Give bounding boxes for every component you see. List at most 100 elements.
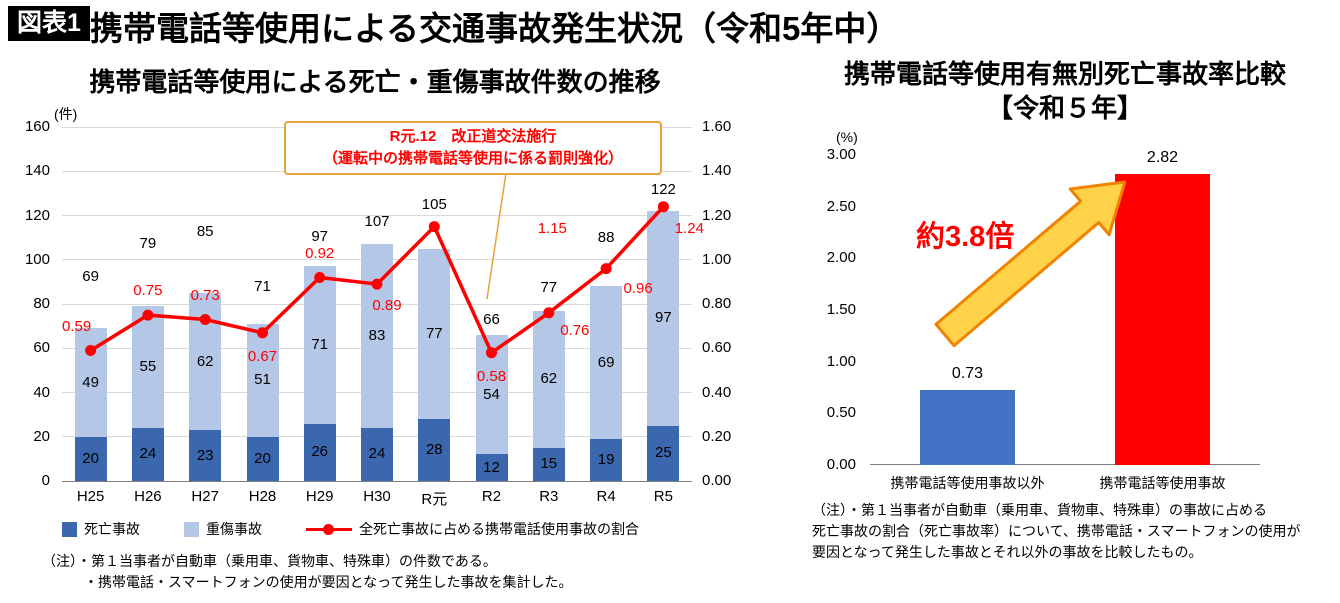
ratio-callout: 約3.8倍	[916, 221, 1015, 253]
compare-y-tick: 1.50	[826, 301, 856, 318]
gridline	[62, 215, 692, 216]
compare-y-tick: 3.00	[826, 146, 856, 163]
compare-chart-title: 携帯電話等使用有無別死亡事故率比較【令和５年】	[843, 59, 1286, 123]
ratio-value-label: 1.24	[674, 219, 704, 237]
legend-item-ratio: 全死亡事故に占める携帯電話使用事故の割合	[306, 519, 639, 539]
x-axis-category-label: H27	[191, 488, 219, 505]
left-axis-tick: 160	[24, 118, 50, 135]
serious-injury-bar-segment	[647, 211, 680, 426]
ratio-line-swatch-icon	[306, 523, 352, 535]
death-bar-segment	[590, 439, 623, 481]
ratio-value-label: 0.76	[560, 321, 590, 339]
left-axis-tick: 100	[24, 250, 50, 268]
death-bar-segment	[189, 430, 222, 481]
ratio-line-chart	[85, 172, 669, 359]
fatal-swatch-icon	[62, 521, 77, 537]
death-bar-segment	[74, 436, 107, 481]
serious-injury-count-label: 54	[483, 385, 500, 403]
compare-y-tick: 2.50	[826, 197, 856, 215]
x-axis-category-label: R4	[596, 488, 616, 505]
ratio-value-label: 0.75	[133, 282, 163, 300]
total-count-label: 71	[254, 278, 271, 295]
serious-injury-bar-segment	[532, 310, 565, 448]
compare-note: （注）・第１当事者が自動車（乗用車、貨物車、特殊車）の事故に占める 死亡事故の割…	[812, 502, 1301, 560]
right-axis-tick: 1.60	[702, 118, 732, 135]
death-bar-segment	[303, 423, 336, 481]
compare-y-tick: 0.50	[826, 404, 856, 422]
left-axis-tick: 60	[33, 339, 50, 357]
total-count-label: 107	[364, 213, 390, 230]
total-count-label: 69	[82, 268, 99, 285]
death-bar-segment	[418, 419, 451, 481]
serious-injury-count-label: 62	[196, 352, 214, 370]
ratio-value-label: 0.73	[190, 286, 220, 304]
ratio-dot-swatch-icon	[323, 523, 334, 535]
combo-note: （注）・第１当事者が自動車（乗用車、貨物車、特殊車）の件数である。 ・携帯電話・…	[42, 553, 573, 590]
gridline	[62, 480, 692, 482]
death-bar-segment	[246, 436, 279, 481]
compare-bar	[920, 389, 1015, 465]
serious-injury-count-label: 77	[425, 324, 443, 342]
x-axis-category-label: H29	[305, 488, 334, 505]
total-count-label: 66	[483, 311, 500, 328]
ratio-value-label: 1.15	[537, 219, 567, 237]
compare-value-label: 2.82	[1146, 148, 1179, 166]
x-axis-category-label: R2	[481, 488, 502, 505]
compare-axis-unit: (%)	[836, 129, 858, 145]
serious-injury-bar-segment	[303, 266, 336, 424]
death-count-label: 24	[368, 445, 386, 463]
right-axis-tick: 0.60	[702, 339, 732, 357]
x-axis-category-label: H26	[134, 488, 162, 505]
x-axis-category-label: R3	[539, 488, 559, 505]
compare-category-label: 携帯電話等使用事故	[1099, 475, 1226, 491]
death-bar-segment	[361, 427, 393, 481]
left-axis-tick: 120	[24, 206, 50, 224]
page-title: 携帯電話等使用による交通事故発生状況（令和5年中）	[90, 10, 900, 47]
combo-chart-title: 携帯電話等使用による死亡・重傷事故件数の推移	[89, 67, 661, 97]
compare-y-tick: 2.00	[826, 249, 856, 267]
left-axis-tick: 0	[41, 472, 50, 489]
compare-category-label: 携帯電話等使用事故以外	[890, 475, 1045, 491]
left-axis-tick: 40	[33, 383, 50, 401]
total-count-label: 122	[650, 181, 676, 198]
serious-swatch-icon	[184, 521, 199, 537]
legend-label-serious: 重傷事故	[206, 521, 262, 537]
legend-label-fatal: 死亡事故	[84, 521, 140, 537]
ratio-value-label: 0.67	[247, 347, 278, 365]
total-count-label: 97	[311, 228, 329, 245]
x-axis-category-label: R元	[421, 491, 448, 508]
legend-label-ratio: 全死亡事故に占める携帯電話使用事故の割合	[359, 521, 639, 537]
death-bar-segment	[647, 425, 680, 481]
death-count-label: 19	[597, 451, 615, 468]
total-count-label: 88	[597, 229, 615, 246]
combo-left-axis-unit: (件)	[54, 106, 78, 122]
death-count-label: 25	[655, 444, 672, 462]
death-count-label: 15	[540, 455, 558, 473]
figure-number-tag: 図表1	[8, 6, 90, 41]
compare-plot-area: 0.73 2.82	[870, 149, 1260, 465]
death-count-label: 24	[139, 445, 157, 463]
death-bar-segment	[131, 427, 164, 481]
death-count-label: 12	[483, 458, 500, 476]
x-axis-category-label: H30	[363, 488, 391, 505]
serious-injury-count-label: 71	[311, 335, 329, 353]
x-axis-category-label: H28	[248, 488, 277, 505]
right-axis-tick: 1.00	[702, 250, 732, 268]
total-count-label: 105	[421, 196, 447, 213]
ratio-value-label: 0.96	[623, 279, 653, 297]
combo-legend: 死亡事故 重傷事故 全死亡事故に占める携帯電話使用事故の割合	[62, 519, 639, 539]
death-count-label: 20	[82, 449, 99, 467]
serious-injury-bar-segment	[418, 248, 451, 420]
compare-y-tick: 1.00	[826, 352, 856, 370]
left-axis-tick: 140	[24, 162, 50, 180]
compare-x-axis-line	[870, 463, 1260, 465]
increase-arrow-icon	[934, 180, 1127, 348]
right-axis-tick: 0.40	[702, 383, 732, 401]
death-count-label: 20	[254, 449, 271, 467]
compare-bar	[1115, 173, 1210, 465]
serious-injury-count-label: 49	[82, 373, 99, 391]
legend-item-serious: 重傷事故	[184, 519, 262, 539]
x-axis-category-label: H25	[76, 488, 105, 505]
serious-injury-count-label: 55	[139, 358, 157, 376]
